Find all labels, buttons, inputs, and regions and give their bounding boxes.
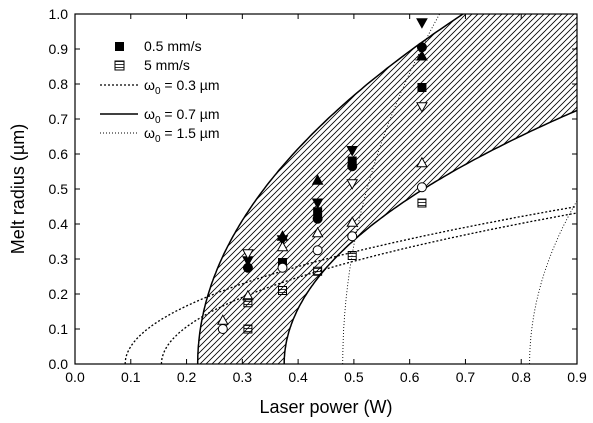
model-curve-1: [160, 212, 577, 364]
data-point-open-triangle-down: [242, 249, 254, 260]
model-curve-0: [124, 205, 577, 364]
legend-label-omega-0-7: ω0 = 0.7 µm: [144, 106, 220, 126]
y-tick-label: 0.7: [49, 111, 69, 127]
data-point-filled-square: [417, 83, 427, 92]
data-point-open-triangle-up: [416, 156, 428, 168]
data-point-filled-circle: [242, 262, 253, 273]
hatched-band: [197, 14, 577, 364]
y-tick-label: 0.6: [49, 146, 69, 162]
model-curve-layer: [124, 14, 577, 364]
data-point-layer: [216, 18, 428, 334]
x-tick-label: 0.2: [177, 369, 197, 385]
x-tick-label: 0.4: [288, 369, 308, 385]
data-point-filled-circle: [312, 213, 323, 224]
data-point-open-circle: [312, 245, 323, 256]
legend-marker-hatched-square: [114, 60, 125, 71]
legend-label-0-5-mm-s: 0.5 mm/s: [144, 38, 202, 54]
hatched-band-layer: [197, 14, 577, 364]
y-tick-label: 0.5: [49, 181, 69, 197]
model-curve-5: [529, 200, 577, 364]
data-point-open-circle: [347, 231, 358, 242]
y-tick-label: 0.1: [49, 321, 69, 337]
legend-marker-filled-square: [115, 42, 124, 51]
data-point-open-triangle-up: [346, 216, 359, 227]
data-point-filled-triangle-down: [311, 198, 324, 210]
data-point-open-circle: [277, 262, 288, 273]
model-curve-2: [196, 14, 465, 364]
data-point-open-circle: [416, 182, 427, 193]
y-tick-label: 0.0: [49, 356, 69, 372]
x-tick-label: 0.3: [233, 369, 253, 385]
x-tick-label: 0.1: [121, 369, 141, 385]
data-point-open-triangle-up: [311, 226, 324, 238]
data-point-open-circle: [217, 324, 228, 334]
y-tick-label: 0.2: [49, 286, 69, 302]
y-tick-label: 0.3: [49, 251, 69, 267]
data-point-filled-triangle-up: [276, 230, 289, 241]
data-point-open-square: [243, 324, 253, 334]
y-tick-label: 0.4: [49, 216, 69, 232]
data-point-filled-triangle-down: [416, 18, 428, 29]
data-point-open-triangle-down: [346, 179, 359, 190]
data-point-open-square: [347, 251, 357, 260]
model-curve-3: [283, 109, 577, 364]
data-point-filled-triangle-up: [311, 174, 324, 185]
data-point-open-square: [313, 266, 323, 276]
y-tick-label: 0.9: [49, 41, 69, 57]
x-tick-label: 0.9: [567, 369, 587, 385]
legend-label-omega-0-3: ω0 = 0.3 µm: [144, 77, 220, 97]
x-tick-label: 0.6: [400, 369, 420, 385]
y-tick-label: 1.0: [49, 6, 69, 22]
x-tick-label: 0.5: [344, 369, 364, 385]
x-tick-label: 0.8: [511, 369, 531, 385]
legend-label-5-mm-s: 5 mm/s: [144, 57, 190, 73]
data-point-filled-triangle-up: [416, 49, 428, 61]
y-axis-title: Melt radius (µm): [8, 124, 28, 254]
x-axis-title: Laser power (W): [259, 397, 392, 417]
y-axis-ticks: 0.0 0.1 0.2 0.3 0.4 0.5 0.6 0.7 0.8 0.9 1.0: [49, 6, 577, 372]
data-point-open-triangle-down: [416, 102, 428, 113]
x-axis-ticks: 0.0 0.1 0.2 0.3 0.4 0.5 0.6 0.7 0.8 0.9: [65, 14, 587, 385]
data-point-open-square: [417, 198, 427, 208]
data-point-open-square: [277, 286, 287, 295]
data-point-open-square: [243, 298, 253, 308]
legend: 0.5 mm/s 5 mm/s ω0 = 0.3 µm ω0 = 0.7 µm …: [100, 38, 220, 145]
data-point-filled-circle: [347, 161, 358, 172]
x-tick-label: 0.7: [456, 369, 476, 385]
legend-label-omega-1-5: ω0 = 1.5 µm: [144, 125, 220, 145]
y-tick-label: 0.8: [49, 76, 69, 92]
data-point-open-triangle-up: [276, 240, 289, 252]
x-tick-label: 0.0: [65, 369, 85, 385]
data-point-filled-triangle-down: [346, 146, 359, 157]
